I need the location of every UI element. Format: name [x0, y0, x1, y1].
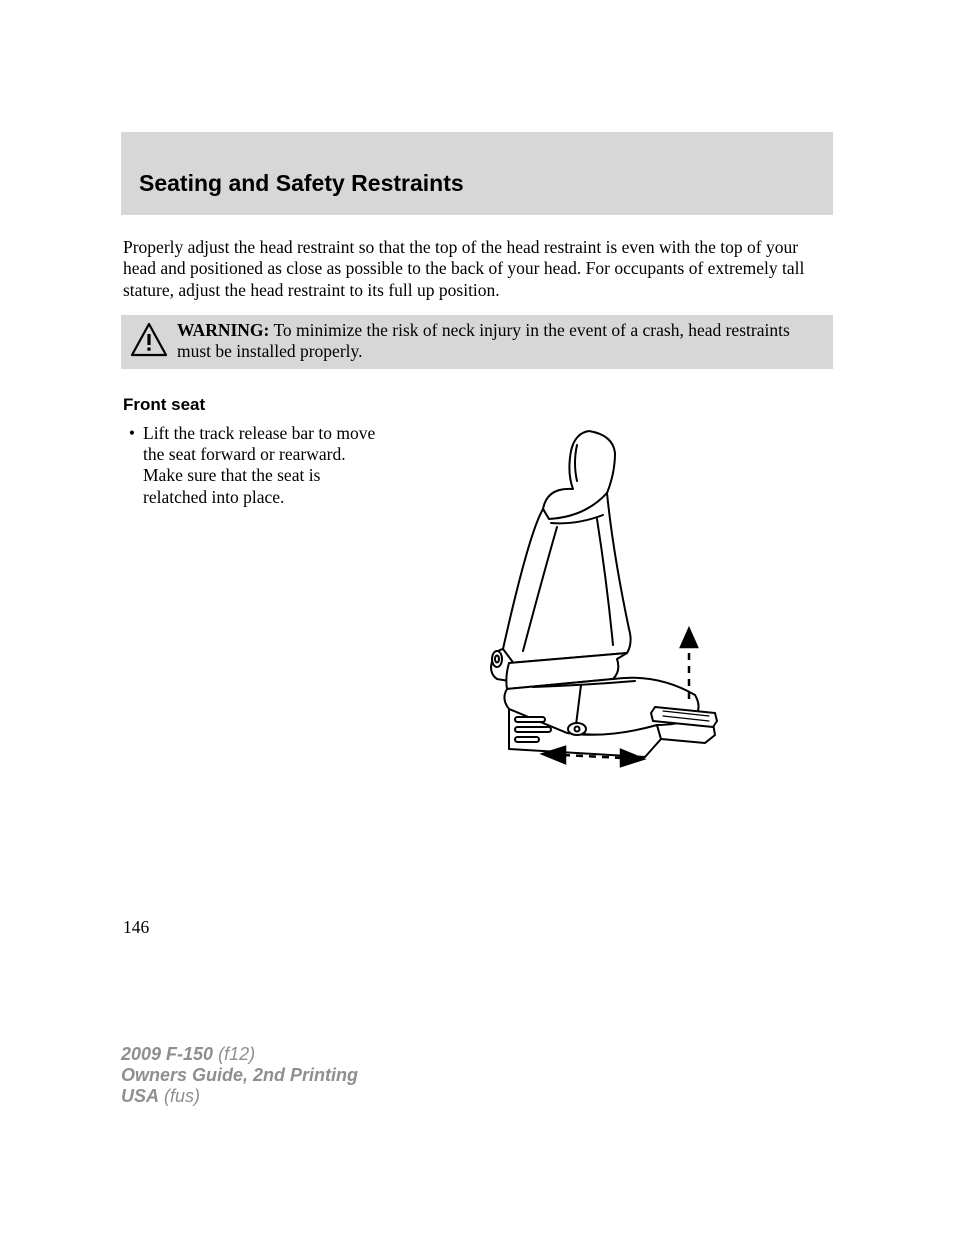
footer-region: USA	[121, 1086, 159, 1106]
warning-triangle-icon	[129, 320, 169, 360]
footer-region-code: (fus)	[159, 1086, 200, 1106]
warning-callout: WARNING: To minimize the risk of neck in…	[121, 315, 833, 369]
subsection-heading: Front seat	[121, 395, 833, 415]
footer-line-2: Owners Guide, 2nd Printing	[121, 1065, 358, 1086]
page-number: 146	[123, 917, 149, 938]
section-header-band: Seating and Safety Restraints	[121, 132, 833, 215]
footer-model: 2009 F-150	[121, 1044, 213, 1064]
bullet-dot-icon: •	[121, 423, 143, 508]
figure-column	[381, 423, 833, 768]
warning-text: WARNING: To minimize the risk of neck in…	[177, 320, 825, 363]
footer-model-code: (f12)	[213, 1044, 255, 1064]
content-row: • Lift the track release bar to move the…	[121, 423, 833, 768]
footer-line-3: USA (fus)	[121, 1086, 358, 1107]
footer-line-1: 2009 F-150 (f12)	[121, 1044, 358, 1065]
warning-body: To minimize the risk of neck injury in t…	[177, 320, 790, 361]
document-page: Seating and Safety Restraints Properly a…	[121, 132, 833, 768]
warning-label: WARNING:	[177, 320, 269, 340]
seat-diagram	[457, 423, 757, 768]
list-item: • Lift the track release bar to move the…	[121, 423, 381, 508]
intro-paragraph: Properly adjust the head restraint so th…	[121, 237, 833, 301]
bullet-column: • Lift the track release bar to move the…	[121, 423, 381, 508]
bullet-text: Lift the track release bar to move the s…	[143, 423, 381, 508]
section-title: Seating and Safety Restraints	[139, 170, 833, 197]
footer-block: 2009 F-150 (f12) Owners Guide, 2nd Print…	[121, 1044, 358, 1108]
